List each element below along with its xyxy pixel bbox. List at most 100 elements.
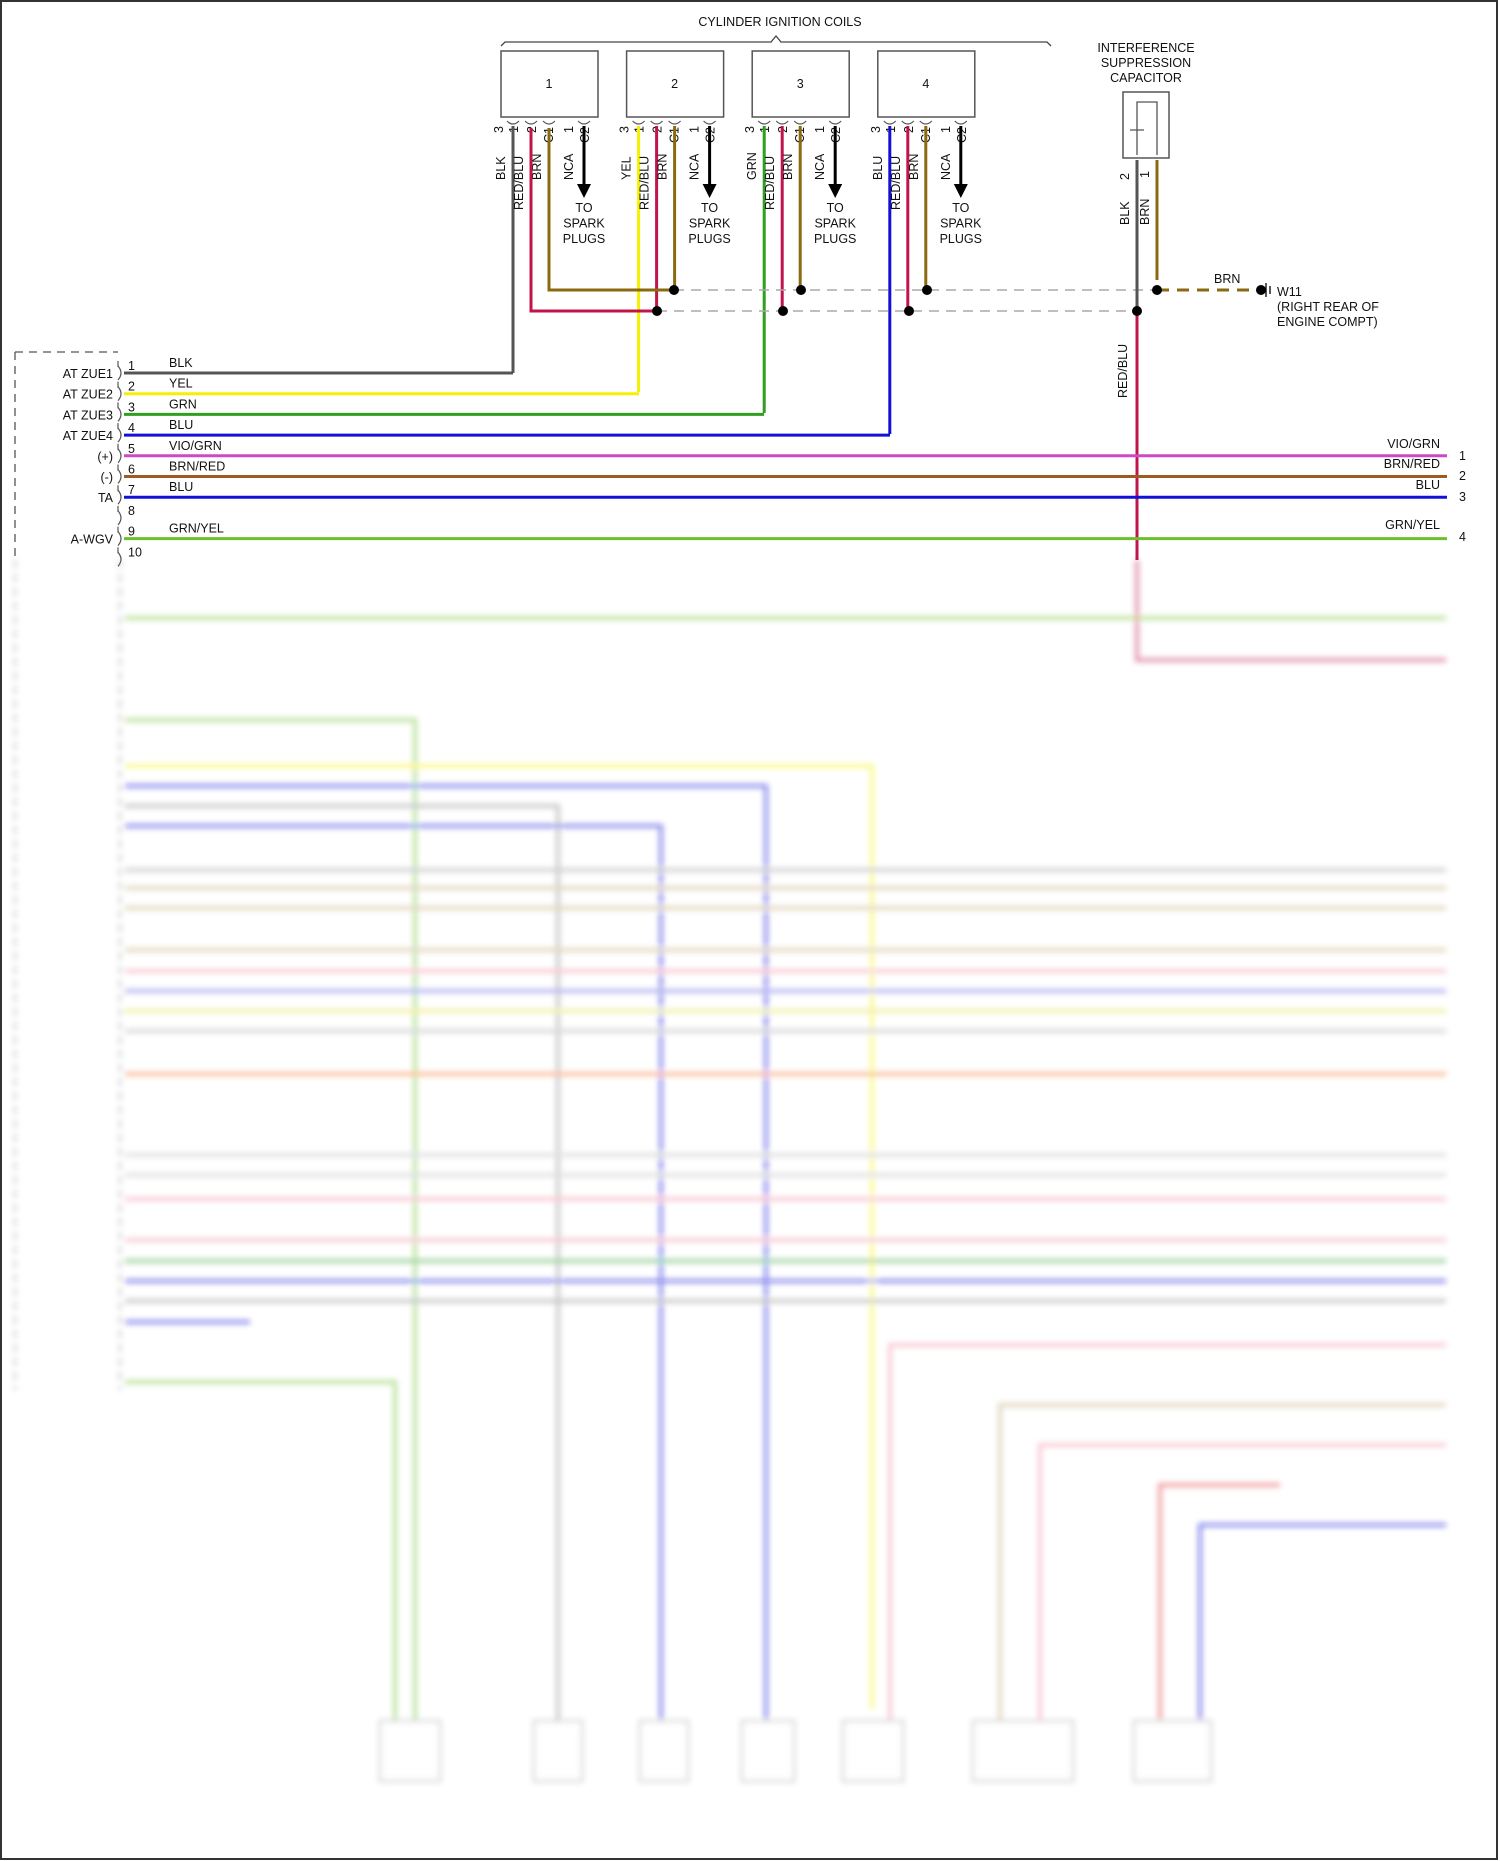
ecm-connector: 1 AT ZUE1 BLK 2 AT ZUE2 YEL 3 AT ZUE3 GRN 4 AT ZUE… xyxy=(63,356,1447,567)
svg-text:6: 6 xyxy=(128,463,135,477)
svg-text:(RIGHT REAR OF: (RIGHT REAR OF xyxy=(1277,300,1379,314)
blurred-lower-diagram xyxy=(14,560,1446,1782)
svg-text:(-): (-) xyxy=(101,471,114,485)
ecm-pin-1: 1 AT ZUE1 BLK xyxy=(63,356,513,381)
svg-text:BLU: BLU xyxy=(169,480,193,494)
svg-text:1: 1 xyxy=(1138,171,1152,178)
splice-points xyxy=(652,285,1162,316)
coils-title: CYLINDER IGNITION COILS xyxy=(698,15,861,29)
svg-text:SUPPRESSION: SUPPRESSION xyxy=(1101,56,1191,70)
splice-dot xyxy=(904,306,914,316)
svg-text:TO: TO xyxy=(575,201,592,215)
svg-text:BLK: BLK xyxy=(494,156,508,180)
svg-text:NCA: NCA xyxy=(813,153,827,180)
svg-text:VIO/GRN: VIO/GRN xyxy=(1387,437,1440,451)
ground-wire-label: BRN xyxy=(1214,272,1240,286)
svg-text:1: 1 xyxy=(688,126,702,133)
svg-text:BRN/RED: BRN/RED xyxy=(169,460,225,474)
svg-text:YEL: YEL xyxy=(169,377,193,391)
ground-icon xyxy=(1265,283,1271,297)
svg-text:GRN/YEL: GRN/YEL xyxy=(1385,518,1440,532)
svg-text:SPARK: SPARK xyxy=(689,217,731,231)
svg-text:AT ZUE1: AT ZUE1 xyxy=(63,367,113,381)
svg-text:GRN: GRN xyxy=(745,152,759,180)
svg-text:TA: TA xyxy=(98,491,114,505)
svg-text:NCA: NCA xyxy=(688,153,702,180)
svg-text:BLK: BLK xyxy=(169,356,193,370)
svg-text:3: 3 xyxy=(492,126,506,133)
svg-text:RED/BLU: RED/BLU xyxy=(638,156,652,210)
ecm-pin-7: 7 TA BLU xyxy=(98,480,1447,505)
svg-text:BRN/RED: BRN/RED xyxy=(1384,457,1440,471)
svg-text:AT ZUE3: AT ZUE3 xyxy=(63,408,113,422)
right-pin-1: VIO/GRN 1 xyxy=(1387,437,1466,463)
svg-text:VIO/GRN: VIO/GRN xyxy=(169,439,222,453)
interference-suppression-capacitor: INTERFERENCE SUPPRESSION CAPACITOR 2 1 B… xyxy=(1097,41,1195,311)
svg-text:BRN: BRN xyxy=(530,154,544,180)
ground-splice xyxy=(1256,285,1266,295)
svg-text:TO: TO xyxy=(827,201,844,215)
ecm-pin-6: 6 (-) BRN/RED xyxy=(101,460,1447,485)
ground-name: W11 xyxy=(1277,285,1302,299)
svg-text:1: 1 xyxy=(1459,449,1466,463)
svg-text:TO: TO xyxy=(701,201,718,215)
svg-text:1: 1 xyxy=(562,126,576,133)
svg-text:BLU: BLU xyxy=(871,156,885,180)
right-pin-3: BLU 3 xyxy=(1416,478,1466,504)
wire-coil1-redblu xyxy=(529,128,657,313)
svg-text:RED/BLU: RED/BLU xyxy=(763,156,777,210)
svg-text:7: 7 xyxy=(128,483,135,497)
arrow-down-icon xyxy=(953,184,968,198)
right-pin-4: GRN/YEL 4 xyxy=(1385,518,1466,544)
splice-dot xyxy=(796,285,806,295)
svg-text:GRN/YEL: GRN/YEL xyxy=(169,522,224,536)
arrow-down-icon xyxy=(828,184,843,198)
svg-text:9: 9 xyxy=(128,525,135,539)
svg-text:3: 3 xyxy=(797,77,804,91)
svg-text:BRN: BRN xyxy=(907,154,921,180)
svg-text:PLUGS: PLUGS xyxy=(688,232,730,246)
svg-text:A-WGV: A-WGV xyxy=(71,533,114,547)
ecm-pin-10: 10 xyxy=(117,545,142,567)
svg-text:2: 2 xyxy=(1459,469,1466,483)
ecm-pin-8: 8 xyxy=(117,504,135,526)
wire-coil1-brn xyxy=(547,128,674,292)
svg-text:SPARK: SPARK xyxy=(940,217,982,231)
svg-text:SPARK: SPARK xyxy=(563,217,605,231)
arrow-down-icon xyxy=(702,184,717,198)
coils-brace xyxy=(500,34,1052,47)
svg-text:3: 3 xyxy=(128,400,135,414)
svg-text:3: 3 xyxy=(869,126,883,133)
ecm-pin-2: 2 AT ZUE2 YEL xyxy=(63,377,639,402)
svg-text:1: 1 xyxy=(939,126,953,133)
right-pin-2: BRN/RED 2 xyxy=(1384,457,1466,483)
svg-text:2: 2 xyxy=(128,380,135,394)
svg-text:4: 4 xyxy=(1459,530,1466,544)
svg-text:AT ZUE2: AT ZUE2 xyxy=(63,388,113,402)
svg-text:CAPACITOR: CAPACITOR xyxy=(1110,71,1182,85)
ecm-connector-outline xyxy=(14,351,118,560)
svg-text:RED/BLU: RED/BLU xyxy=(1116,344,1130,398)
splice-dot xyxy=(652,306,662,316)
svg-text:TO: TO xyxy=(952,201,969,215)
svg-text:BLU: BLU xyxy=(169,418,193,432)
svg-text:SPARK: SPARK xyxy=(814,217,856,231)
ecm-pin-3: 3 AT ZUE3 GRN xyxy=(63,397,764,422)
ecm-pin-9: 9 A-WGV GRN/YEL xyxy=(71,522,1447,547)
svg-text:1: 1 xyxy=(128,359,135,373)
svg-text:(+): (+) xyxy=(97,450,113,464)
svg-text:AT ZUE4: AT ZUE4 xyxy=(63,429,113,443)
svg-text:2: 2 xyxy=(1118,173,1132,180)
svg-text:INTERFERENCE: INTERFERENCE xyxy=(1097,41,1194,55)
svg-text:8: 8 xyxy=(128,504,135,518)
svg-text:BRN: BRN xyxy=(656,154,670,180)
svg-text:YEL: YEL xyxy=(620,156,634,180)
svg-text:GRN: GRN xyxy=(169,397,197,411)
splice-dot xyxy=(1132,306,1142,316)
splice-dot xyxy=(1152,285,1162,295)
arrow-down-icon xyxy=(577,184,591,198)
